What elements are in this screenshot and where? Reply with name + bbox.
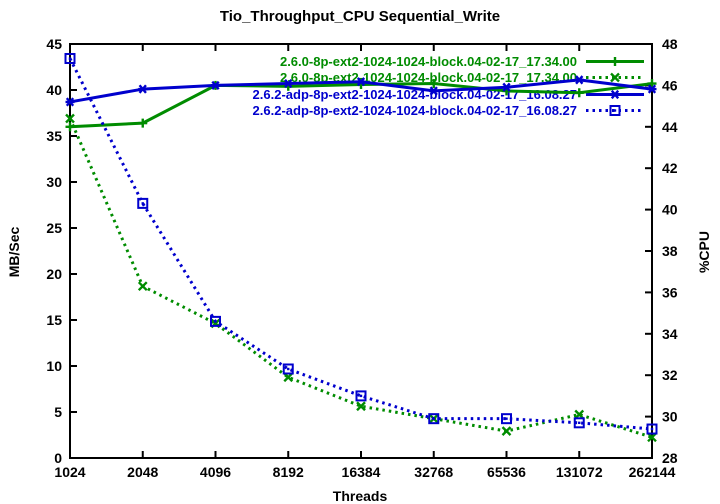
series-marker-cross bbox=[356, 401, 366, 412]
x-tick-label: 16384 bbox=[342, 464, 381, 480]
y-left-tick-label: 45 bbox=[46, 36, 62, 52]
series-marker-square bbox=[501, 413, 512, 425]
series-marker-cross bbox=[647, 432, 657, 443]
series-marker-square bbox=[505, 417, 508, 420]
series-marker-cross bbox=[283, 372, 294, 383]
y-right-tick-label: 44 bbox=[662, 119, 678, 135]
y-right-tick-label: 34 bbox=[662, 326, 678, 342]
y-left-tick-label: 20 bbox=[46, 266, 62, 282]
series-marker-cross bbox=[356, 401, 366, 412]
legend-line-sample bbox=[586, 72, 644, 83]
legend-entry-cpu-262adp: 2.6.2-adp-8p-ext2-1024-1024-block.04-02-… bbox=[0, 103, 646, 120]
y-right-tick-label: 42 bbox=[662, 160, 678, 176]
y-right-tick-label: 46 bbox=[662, 77, 678, 93]
legend-entry-throughput-260: 2.6.0-8p-ext2-1024-1024-block.04-02-17_1… bbox=[0, 53, 646, 70]
series-marker-square bbox=[573, 417, 585, 429]
series-marker-cross bbox=[574, 409, 585, 420]
series-marker-cross bbox=[210, 318, 221, 329]
series-marker-asterisk bbox=[647, 84, 657, 94]
x-tick-label: 1024 bbox=[54, 464, 85, 480]
series-marker-square bbox=[355, 390, 367, 402]
chart-title: Tio_Throughput_CPU Sequential_Write bbox=[219, 8, 501, 25]
series-marker-square bbox=[214, 320, 217, 323]
x-tick-label: 8192 bbox=[273, 464, 304, 480]
x-tick-label: 65536 bbox=[487, 464, 526, 480]
y-right-tick-label: 28 bbox=[662, 450, 678, 466]
y-left-tick-label: 25 bbox=[46, 220, 62, 236]
y-left-tick-label: 5 bbox=[54, 404, 62, 420]
y-right-tick-label: 38 bbox=[662, 243, 678, 259]
x-tick-label: 262144 bbox=[629, 464, 676, 480]
series-marker-cross bbox=[210, 318, 221, 329]
series-line-1 bbox=[68, 117, 653, 439]
series-marker-square bbox=[359, 394, 363, 398]
legend-line-sample bbox=[586, 105, 644, 117]
series-marker-square bbox=[578, 421, 581, 425]
legend: 2.6.0-8p-ext2-1024-1024-block.04-02-17_1… bbox=[0, 53, 646, 119]
series-marker-square bbox=[613, 109, 617, 112]
legend-entry-cpu-260: 2.6.0-8p-ext2-1024-1024-block.04-02-17_1… bbox=[0, 70, 646, 87]
y-right-tick-label: 36 bbox=[662, 284, 678, 300]
series-marker-cross bbox=[283, 372, 294, 383]
x-axis-label: Threads bbox=[332, 488, 388, 504]
series-marker-cross bbox=[501, 426, 512, 436]
series-marker-square bbox=[646, 423, 658, 435]
x-tick-label: 131072 bbox=[556, 464, 603, 480]
series-marker-cross bbox=[647, 432, 657, 443]
y-right-tick-label: 48 bbox=[662, 36, 678, 52]
legend-line-sample bbox=[586, 56, 644, 66]
series-marker-square bbox=[650, 427, 654, 431]
series-marker-cross bbox=[428, 413, 439, 424]
series-marker-cross bbox=[428, 413, 439, 424]
y-left-tick-label: 30 bbox=[46, 174, 62, 190]
series-marker-square bbox=[141, 202, 144, 205]
series-marker-square bbox=[428, 413, 440, 425]
y-axis-label-left: MB/Sec bbox=[6, 226, 22, 278]
y-axis-label-right: %CPU bbox=[696, 231, 712, 274]
y-left-tick-label: 0 bbox=[54, 450, 62, 466]
y-left-tick-label: 10 bbox=[46, 358, 62, 374]
series-marker-cross bbox=[501, 426, 512, 436]
y-left-tick-label: 35 bbox=[46, 128, 62, 144]
legend-label: 2.6.2-adp-8p-ext2-1024-1024-block.04-02-… bbox=[252, 103, 577, 119]
x-tick-label: 32768 bbox=[414, 464, 453, 480]
x-tick-label: 2048 bbox=[127, 464, 158, 480]
series-marker-square bbox=[210, 315, 221, 327]
legend-line-sample bbox=[586, 89, 644, 99]
y-left-tick-label: 15 bbox=[46, 312, 62, 328]
series-markers-1 bbox=[65, 113, 657, 443]
y-right-tick-label: 40 bbox=[662, 202, 678, 218]
series-marker-square bbox=[282, 363, 294, 375]
series-marker-asterisk bbox=[647, 84, 657, 94]
series-marker-square bbox=[432, 417, 435, 420]
x-tick-label: 4096 bbox=[200, 464, 231, 480]
legend-label: 2.6.0-8p-ext2-1024-1024-block.04-02-17_1… bbox=[279, 70, 577, 86]
legend-label: 2.6.2-adp-8p-ext2-1024-1024-block.04-02-… bbox=[252, 86, 577, 102]
legend-entry-throughput-262adp: 2.6.2-adp-8p-ext2-1024-1024-block.04-02-… bbox=[0, 86, 646, 103]
y-right-tick-label: 30 bbox=[662, 409, 678, 425]
legend-label: 2.6.0-8p-ext2-1024-1024-block.04-02-17_1… bbox=[279, 53, 577, 69]
series-marker-cross bbox=[574, 409, 585, 420]
series-marker-square bbox=[137, 197, 149, 209]
series-marker-cross bbox=[137, 281, 148, 292]
y-right-tick-label: 32 bbox=[662, 367, 678, 383]
series-marker-square bbox=[287, 367, 290, 371]
series-marker-cross bbox=[137, 281, 148, 292]
